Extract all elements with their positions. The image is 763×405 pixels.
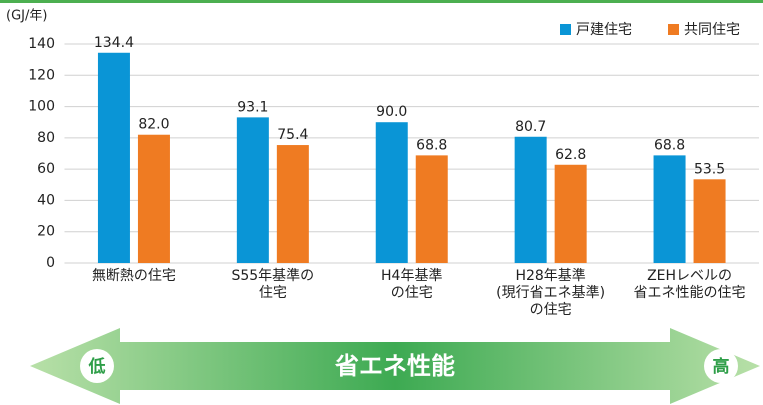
top-rule <box>0 0 763 3</box>
y-tick-label: 120 <box>28 67 55 83</box>
x-tick-label-line: 省エネ性能の住宅 <box>634 285 746 301</box>
x-tick-label-line: (現行省エネ基準) <box>496 284 605 301</box>
y-tick-label: 80 <box>37 130 55 146</box>
y-tick-label: 40 <box>37 192 55 208</box>
value-label: 80.7 <box>515 119 546 135</box>
legend-label: 戸建住宅 <box>576 22 632 38</box>
x-tick-label-line: ZEHレベルの <box>647 268 732 284</box>
y-axis-label: (GJ/年) <box>6 9 47 24</box>
x-tick-label: 無断熱の住宅 <box>92 268 176 284</box>
bar <box>693 179 726 263</box>
value-label: 75.4 <box>277 127 308 143</box>
y-tick-label: 140 <box>28 36 55 52</box>
bar <box>97 52 130 264</box>
legend-label: 共同住宅 <box>684 22 740 38</box>
bar <box>514 136 547 263</box>
x-tick-label-line: H4年基準 <box>381 267 442 284</box>
x-tick-label: H4年基準の住宅 <box>381 267 442 301</box>
bar <box>236 117 269 264</box>
x-tick-label-line: H28年基準 <box>515 267 585 284</box>
value-label: 82.0 <box>138 117 169 133</box>
arrow-label: 省エネ性能 <box>334 352 455 380</box>
y-tick-label: 100 <box>28 99 55 115</box>
x-tick-label: H28年基準(現行省エネ基準)の住宅 <box>496 267 605 318</box>
y-tick-label: 0 <box>46 255 55 271</box>
value-label: 90.0 <box>376 104 407 120</box>
high-badge <box>704 349 738 383</box>
legend-swatch <box>668 24 679 35</box>
bar <box>554 164 587 263</box>
value-label: 62.8 <box>555 147 586 163</box>
bar <box>375 122 408 263</box>
x-tick-label-line: の住宅 <box>391 285 433 301</box>
high-label: 高 <box>713 356 730 377</box>
value-label: 53.5 <box>694 161 725 177</box>
y-tick-label: 60 <box>37 161 55 177</box>
y-tick-label: 20 <box>37 224 55 240</box>
bar <box>276 145 309 263</box>
scale-arrow <box>30 328 760 404</box>
bar <box>415 155 448 263</box>
low-badge <box>80 349 114 383</box>
x-tick-label-line: 住宅 <box>259 285 287 301</box>
x-tick-label-line: の住宅 <box>530 302 572 318</box>
x-tick-label-line: S55年基準の <box>231 267 314 284</box>
legend-swatch <box>560 24 571 35</box>
x-tick-label: ZEHレベルの省エネ性能の住宅 <box>634 268 746 301</box>
value-label: 68.8 <box>416 137 447 153</box>
value-label: 134.4 <box>94 35 134 51</box>
x-tick-label-line: 無断熱の住宅 <box>92 268 176 284</box>
value-label: 68.8 <box>654 137 685 153</box>
bar <box>653 155 686 263</box>
value-label: 93.1 <box>237 99 268 115</box>
bar <box>137 134 170 263</box>
x-tick-label: S55年基準の住宅 <box>231 267 314 301</box>
low-label: 低 <box>88 356 106 377</box>
